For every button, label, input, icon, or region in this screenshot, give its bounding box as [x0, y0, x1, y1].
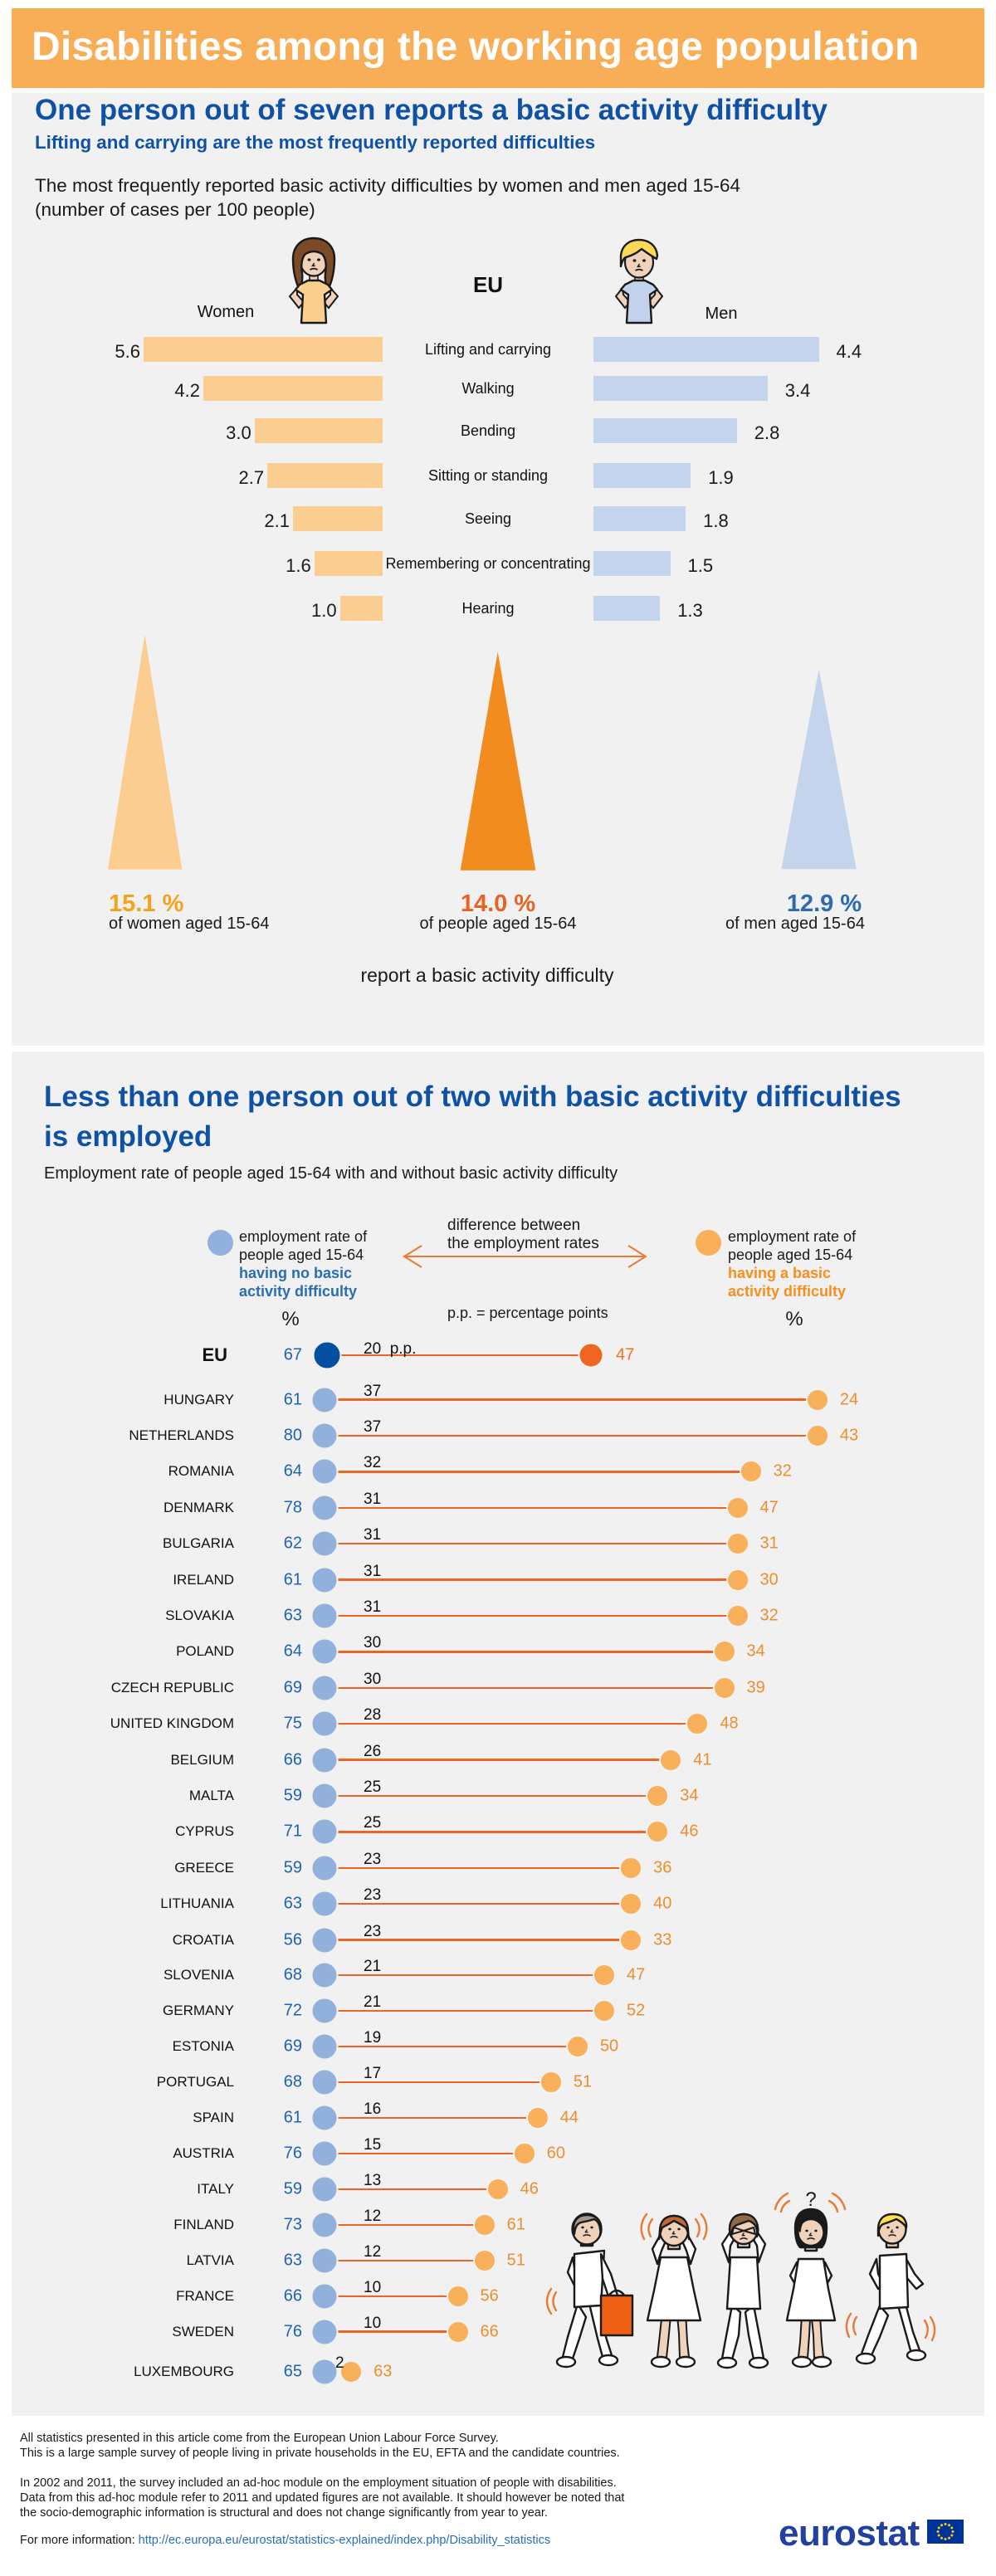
svg-text:?: ? [805, 2188, 816, 2211]
